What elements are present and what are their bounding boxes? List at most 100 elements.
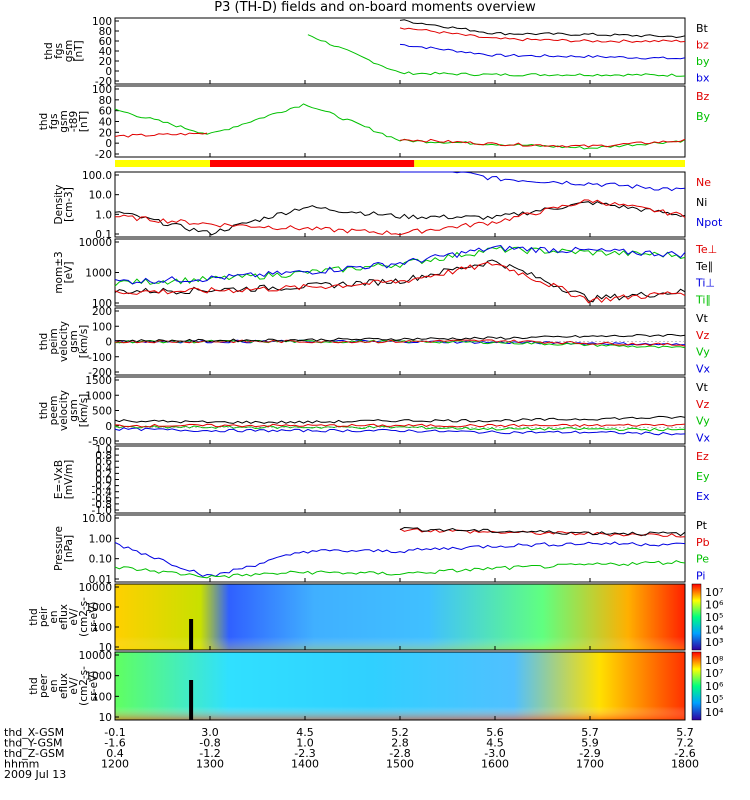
y-axis-label-line: E=-VxB (53, 460, 65, 499)
x-axis-value: 5.2 (391, 726, 409, 739)
y-axis-label-line: eflux (58, 604, 70, 630)
colorbar-label: 10⁶ (705, 599, 724, 612)
legend-entry: Ex (696, 490, 710, 503)
series-line-pe (114, 560, 686, 579)
x-axis-value: 1300 (196, 758, 224, 771)
panel-efield: 1.00.80.60.40.20.0-0.2-0.4-0.6-0.8-1.0 E=… (53, 444, 710, 517)
x-axis-row-label: thd_Y-GSM (4, 737, 63, 750)
y-tick-label: -200 (88, 367, 112, 379)
y-tick-label: 80 (99, 95, 112, 107)
y-tick-label: 20 (99, 56, 112, 68)
series-line-ti⊥ (114, 244, 686, 285)
y-axis-label-line: velocity (58, 390, 70, 431)
x-axis-date: 2009 Jul 13 (4, 768, 66, 781)
y-tick-label: 0.01 (89, 574, 112, 586)
y-tick-label: -0.6 (92, 493, 113, 505)
x-axis-value: 1600 (481, 758, 509, 771)
x-axis-value: 0.4 (106, 747, 124, 760)
x-axis-value: -2.9 (579, 747, 600, 760)
colorbar-label: 10⁵ (705, 693, 723, 706)
series-line-ti∥ (114, 246, 686, 287)
colorbar-label: 10⁵ (705, 611, 723, 624)
panel-frame (114, 445, 686, 514)
x-axis-value: 5.7 (676, 726, 694, 739)
y-axis-label-line: [eV] (63, 262, 75, 284)
legend-entry: Npot (696, 216, 723, 229)
y-tick-label: 10.0 (89, 190, 112, 202)
data-gap-bar (189, 619, 194, 650)
y-tick-label: -0.8 (92, 499, 113, 511)
legend-entry: Ni (696, 196, 707, 209)
chart-title: P3 (TH-D) fields and on-board moments ov… (214, 0, 536, 15)
legend-entry: Ey (696, 470, 710, 483)
x-axis-value: 4.5 (486, 737, 504, 750)
series-line-bx (399, 43, 686, 60)
series-line-te⊥ (114, 261, 686, 304)
y-tick-label: 500 (92, 406, 112, 418)
legend-entry: Vz (696, 329, 710, 342)
y-tick-label: 200 (92, 306, 112, 318)
y-tick-label: 100 (92, 622, 112, 634)
y-axis-label-line: [cm-3] (63, 187, 75, 222)
y-tick-label: 100 (92, 298, 112, 310)
y-axis-label: thdpeemvelocitygsm[km/s] (38, 390, 90, 431)
y-tick-label: 0.6 (95, 456, 112, 468)
spectrogram-shade (115, 584, 685, 650)
x-axis-value: 1700 (576, 758, 604, 771)
legend-entry: Vy (696, 346, 710, 359)
x-axis-value: 1800 (671, 758, 699, 771)
series-line-npot (400, 171, 686, 192)
legend-entry: Pe (696, 553, 709, 566)
y-axis-label: E=-VxB[mV/m] (53, 460, 75, 499)
legend-entry: Pt (696, 519, 708, 532)
y-tick-label: -20 (95, 149, 112, 161)
legend-entry: Vt (696, 381, 709, 394)
series-line-bz (114, 132, 686, 148)
y-axis-label-line: thd (38, 113, 50, 130)
y-tick-label: 100 (92, 16, 112, 28)
y-axis-label-line: peer (38, 673, 50, 698)
y-tick-label: 10000 (79, 582, 112, 594)
mode-bar-segment (414, 160, 685, 167)
panel-pressure: 10.00 1.00 0.10 0.01 Pressure[nPa] Pt Pb Pe Pi (53, 513, 710, 586)
x-axis-value: -2.8 (389, 747, 410, 760)
colorbar-label: 10⁴ (705, 624, 724, 637)
colorbar-label: 10⁴ (705, 706, 724, 719)
y-tick-label: 0.0 (95, 475, 112, 487)
y-tick-label: -20 (95, 76, 112, 88)
series-line-by (114, 103, 686, 150)
x-axis-value: 5.9 (581, 737, 599, 750)
x-axis-row-label: hhmm (4, 758, 39, 771)
y-axis-label-line: eV/ (68, 608, 80, 626)
panel-frame (114, 514, 686, 583)
x-axis-value: -3.0 (484, 747, 505, 760)
y-tick-label: 0.8 (95, 450, 112, 462)
y-axis-label-line: [mV/m] (63, 460, 75, 499)
y-axis-label-line: -t89 (68, 111, 80, 132)
series-line-pt (399, 526, 686, 537)
y-tick-label: 0 (105, 66, 112, 78)
y-tick-label: 100 (92, 691, 112, 703)
y-tick-label: 1.0 (95, 444, 112, 456)
y-tick-label: 40 (99, 46, 112, 58)
y-tick-label: 1.00 (89, 533, 112, 545)
y-tick-label: 60 (99, 106, 112, 118)
colorbar-scale (691, 651, 702, 721)
y-axis-label-line: fgs (48, 114, 60, 130)
y-axis-label-line: velocity (58, 321, 70, 362)
y-tick-label: -1.0 (92, 505, 113, 517)
y-axis-label-line: eV/ (68, 677, 80, 695)
spectrogram-shade (115, 652, 685, 720)
x-axis-value: -1.6 (104, 737, 125, 750)
y-tick-label: 0.1 (95, 229, 112, 241)
legend-entry: By (696, 110, 711, 123)
legend-entry: Te∥ (695, 260, 713, 273)
x-axis-value: 5.6 (486, 726, 504, 739)
x-axis-value: 7.2 (676, 737, 694, 750)
legend-entry: Vy (696, 415, 710, 428)
y-tick-label: 40 (99, 117, 112, 129)
y-axis-label: Pressure[nPa] (53, 526, 75, 571)
